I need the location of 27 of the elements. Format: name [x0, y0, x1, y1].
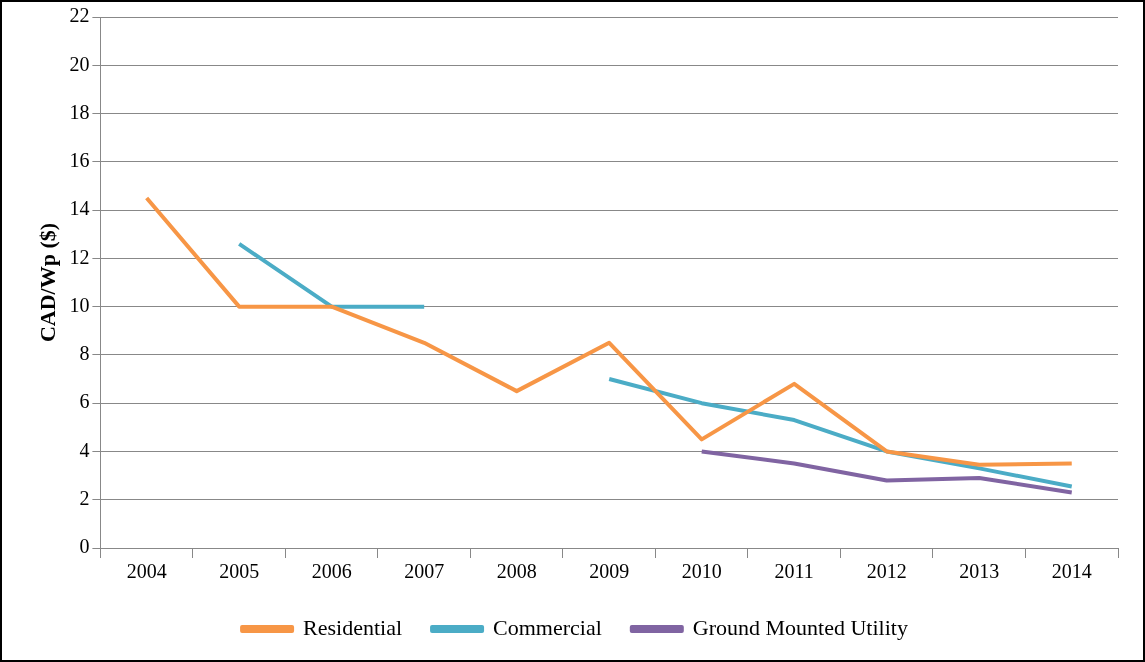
legend-label: Residential — [303, 614, 403, 640]
y-tick-label: 4 — [79, 438, 90, 461]
legend-label: Ground Mounted Utility — [692, 614, 908, 640]
x-tick-label: 2006 — [311, 560, 352, 583]
x-tick-label: 2008 — [496, 560, 537, 583]
y-tick-label: 18 — [69, 100, 90, 123]
x-tick-label: 2012 — [866, 560, 907, 583]
x-tick-label: 2009 — [589, 560, 630, 583]
y-tick-label: 22 — [69, 4, 90, 27]
y-tick-label: 12 — [69, 245, 90, 268]
legend-label: Commercial — [493, 614, 602, 640]
y-tick-label: 14 — [69, 197, 90, 220]
x-tick-label: 2014 — [1051, 560, 1092, 583]
y-tick-label: 6 — [79, 390, 90, 413]
y-tick-label: 20 — [69, 52, 90, 75]
x-tick-label: 2013 — [959, 560, 1000, 583]
y-tick-label: 8 — [79, 342, 90, 365]
y-tick-label: 2 — [79, 486, 90, 509]
y-tick-label: 10 — [69, 293, 90, 316]
x-tick-label: 2004 — [126, 560, 167, 583]
x-tick-label: 2010 — [681, 560, 722, 583]
x-tick-label: 2005 — [219, 560, 260, 583]
y-tick-label: 0 — [79, 535, 90, 558]
y-tick-label: 16 — [69, 149, 90, 172]
x-tick-label: 2011 — [774, 560, 814, 583]
x-tick-label: 2007 — [404, 560, 445, 583]
y-axis-title: CAD/Wp ($) — [34, 222, 60, 343]
